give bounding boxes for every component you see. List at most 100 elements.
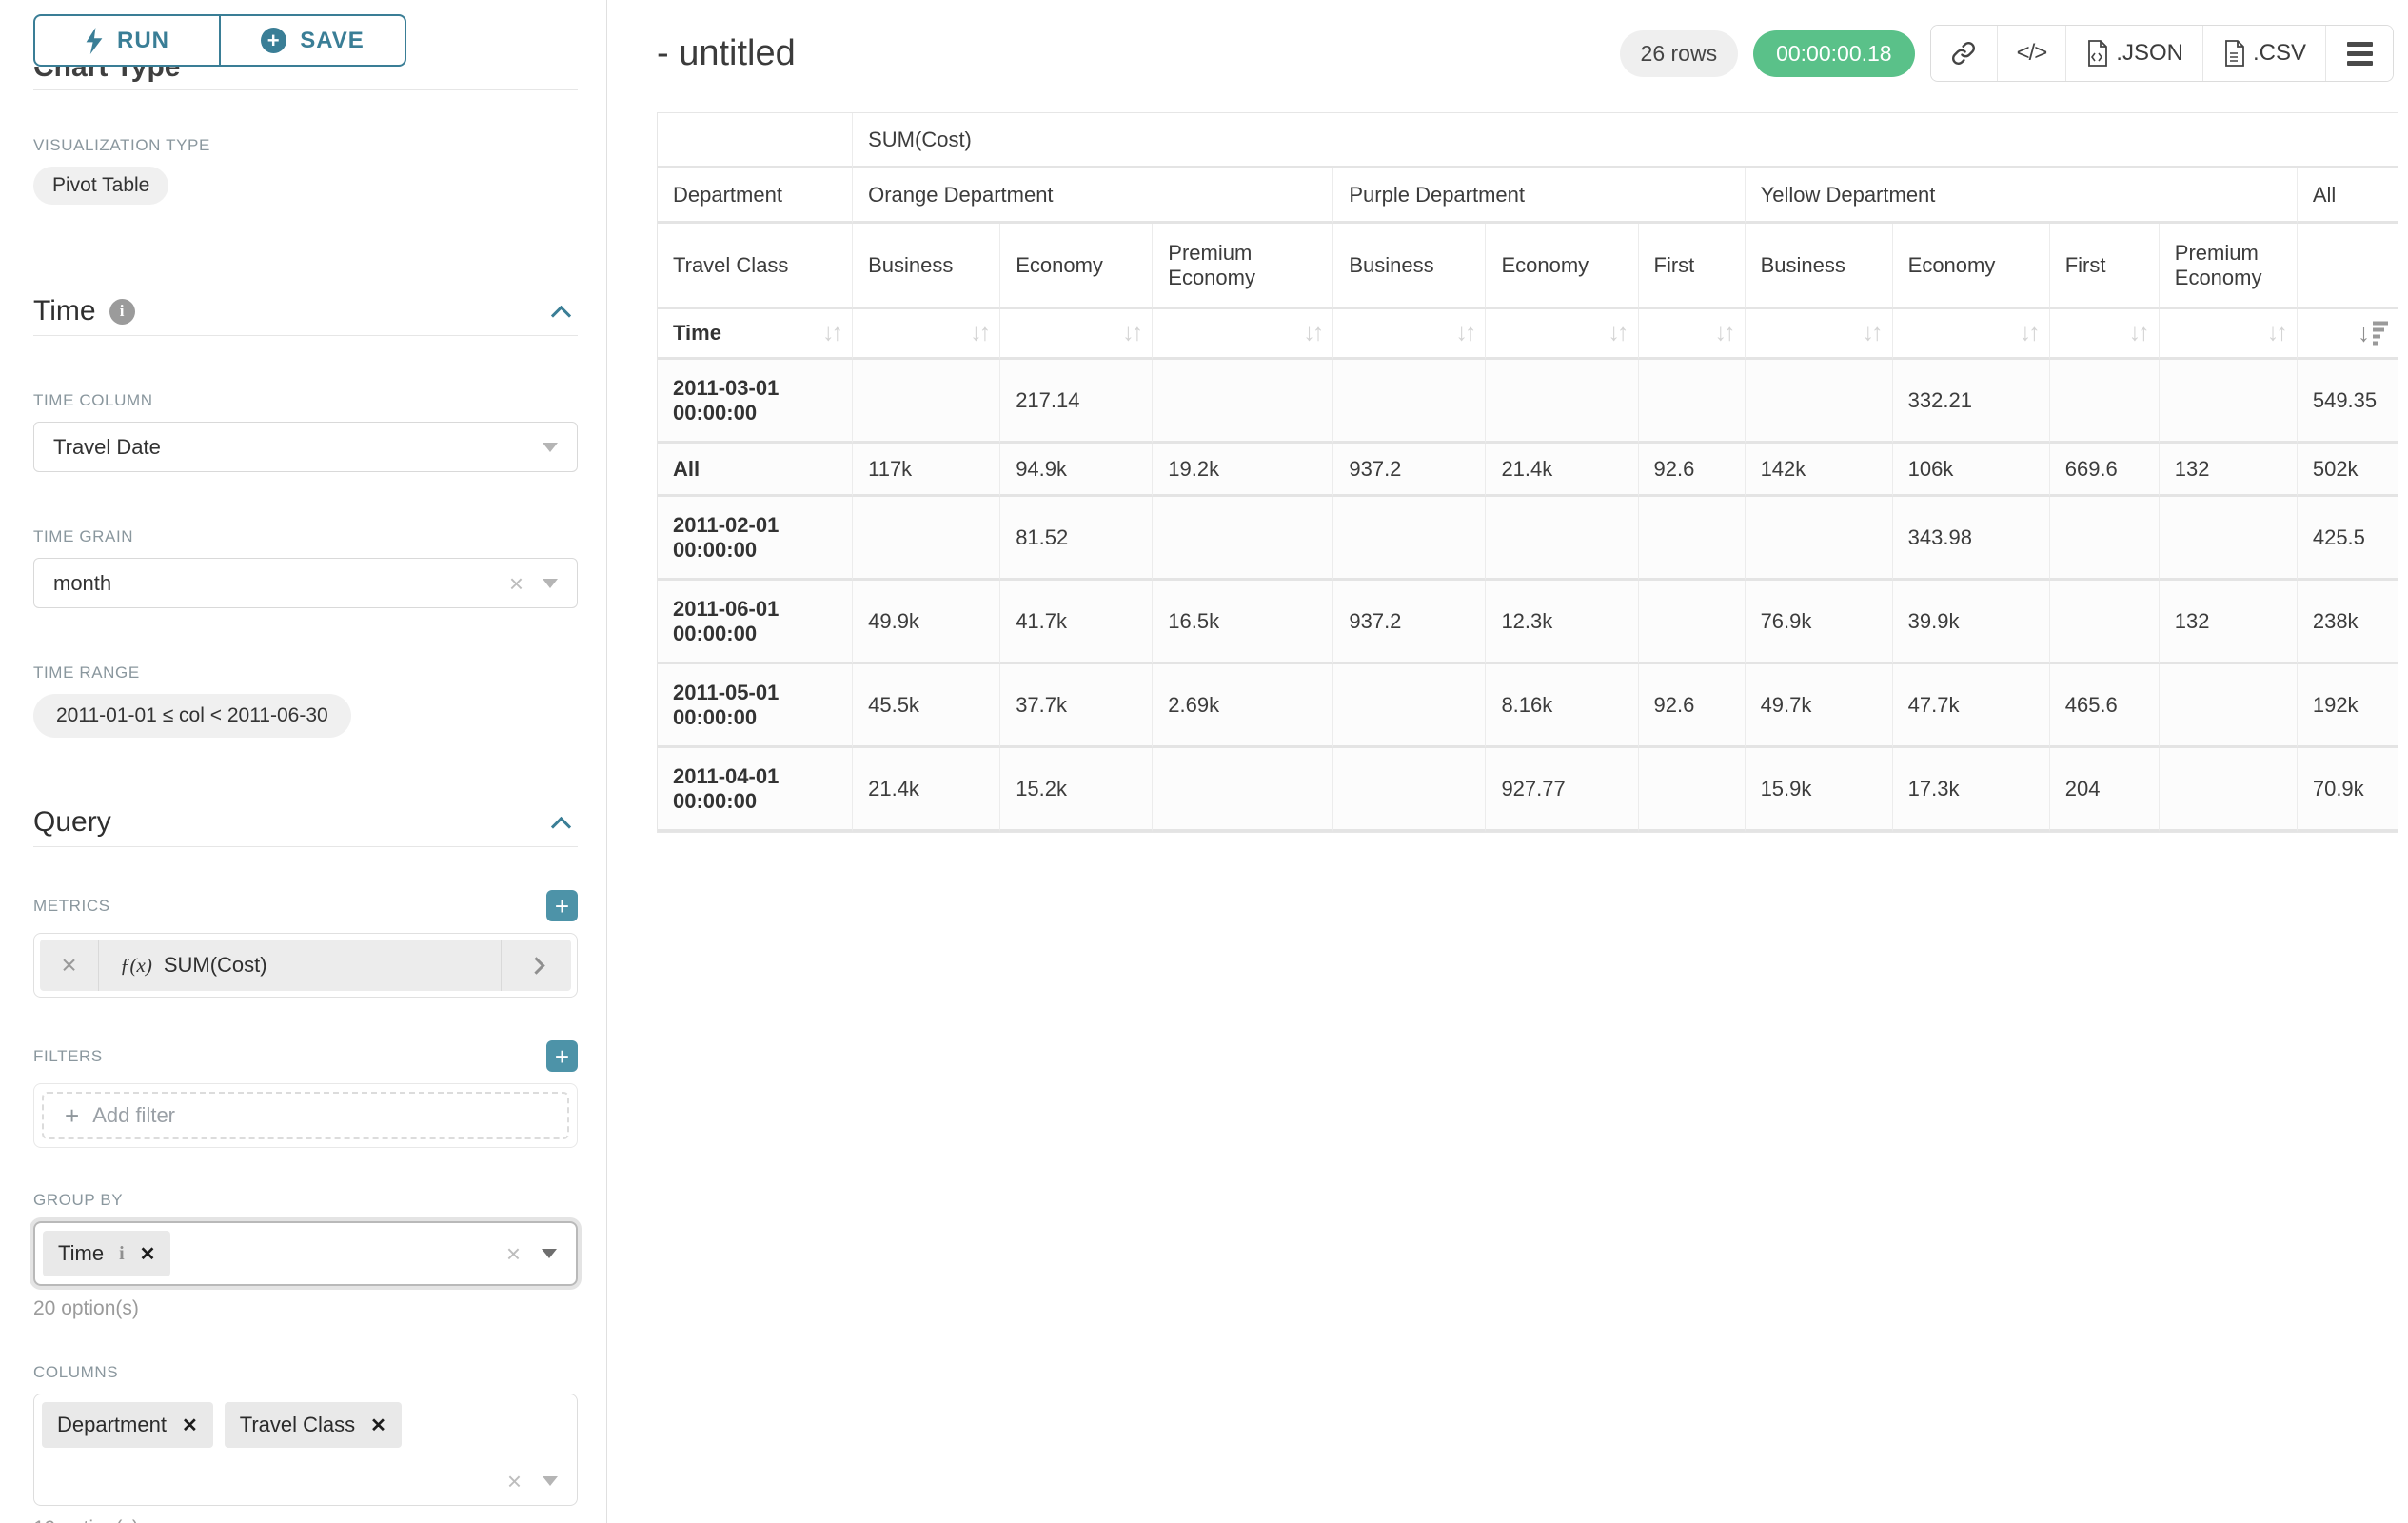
pivot-value-cell: 204 [2049, 748, 2160, 832]
sort-arrows-icon[interactable]: ↓↑ [1455, 319, 1476, 346]
sort-descending-icon[interactable]: ↓ [2358, 319, 2388, 348]
pivot-value-cell [2049, 497, 2160, 581]
columns-select[interactable]: Department ✕ Travel Class ✕ × [33, 1394, 578, 1506]
time-range-pill[interactable]: 2011-01-01 ≤ col < 2011-06-30 [33, 694, 351, 738]
sort-cell: ↓↑ [1333, 309, 1487, 360]
remove-metric-icon[interactable]: × [40, 940, 99, 991]
dimension-chip[interactable]: Department ✕ [42, 1402, 213, 1448]
group-by-select[interactable]: Time i ✕ × [33, 1221, 578, 1286]
pivot-value-cell: 19.2k [1153, 444, 1334, 497]
pivot-value-cell [1638, 581, 1746, 664]
section-divider [33, 89, 578, 90]
save-button[interactable]: + SAVE [220, 14, 406, 67]
chart-title[interactable]: - untitled [657, 32, 796, 73]
pivot-corner-cell [658, 113, 854, 168]
time-grain-select[interactable]: month × [33, 558, 578, 608]
x-icon[interactable]: × [506, 1467, 522, 1495]
sort-cell: ↓↑ [853, 309, 1001, 360]
pivot-value-cell [1333, 664, 1487, 748]
pivot-value-cell: 92.6 [1638, 444, 1746, 497]
caret-down-icon[interactable] [543, 578, 558, 588]
caret-down-icon[interactable] [543, 1476, 558, 1486]
time-column-label: TIME COLUMN [33, 391, 153, 409]
time-column-select[interactable]: Travel Date [33, 422, 578, 472]
caret-down-icon[interactable] [543, 442, 558, 452]
viz-type-pill[interactable]: Pivot Table [33, 167, 169, 205]
sort-arrows-icon[interactable]: ↓↑ [1862, 319, 1884, 346]
pivot-value-cell [1333, 497, 1487, 581]
export-csv-button[interactable]: .CSV [2202, 26, 2326, 81]
dimension-chip[interactable]: Time i ✕ [43, 1231, 171, 1276]
pivot-value-cell [1638, 360, 1746, 444]
remove-chip-icon[interactable]: ✕ [139, 1243, 156, 1265]
pivot-row: 2011-05-01 00:00:00 45.5k 37.7k 2.69k 8.16k 9… [658, 664, 2398, 748]
pivot-value-cell: 15.9k [1745, 748, 1893, 832]
sort-arrows-icon[interactable]: ↓↑ [1303, 319, 1324, 346]
chevron-up-icon[interactable] [550, 816, 572, 837]
remove-chip-icon[interactable]: ✕ [370, 1414, 386, 1436]
code-icon: </> [2016, 40, 2048, 66]
metric-name: SUM(Cost) [163, 953, 267, 977]
metric-chip[interactable]: × ƒ(x) SUM(Cost) [40, 940, 571, 991]
remove-chip-icon[interactable]: ✕ [181, 1414, 198, 1436]
pivot-value-cell: 16.5k [1153, 581, 1334, 664]
pivot-value-cell: 669.6 [2049, 444, 2160, 497]
sort-arrows-icon[interactable]: ↓↑ [1714, 319, 1736, 346]
more-menu-button[interactable] [2326, 26, 2393, 81]
sort-cell: ↓↑ [1638, 309, 1746, 360]
add-metric-button[interactable]: + [546, 890, 578, 921]
department-group-header: Orange Department [853, 168, 1334, 224]
caret-down-icon[interactable] [542, 1249, 557, 1258]
pivot-value-cell [1638, 497, 1746, 581]
copy-link-button[interactable] [1930, 26, 1998, 81]
pivot-row: 2011-03-01 00:00:00 217.14 332.21 549.35 [658, 360, 2398, 444]
pivot-row: 2011-02-01 00:00:00 81.52 343.98 425.5 [658, 497, 2398, 581]
export-json-label: .JSON [2116, 40, 2183, 66]
query-section-header: Query [33, 806, 578, 839]
export-json-button[interactable]: .JSON [2066, 26, 2203, 81]
embed-code-button[interactable]: </> [1997, 26, 2067, 81]
dimension-chip[interactable]: Travel Class ✕ [224, 1402, 402, 1448]
pivot-value-cell: 15.2k [1000, 748, 1154, 832]
metrics-label: METRICS [33, 896, 110, 915]
sort-arrows-icon[interactable]: ↓↑ [970, 319, 991, 346]
pivot-value-cell: 937.2 [1333, 581, 1487, 664]
run-button[interactable]: RUN [33, 14, 220, 67]
pivot-value-cell [1745, 497, 1893, 581]
pivot-value-cell: 502k [2297, 444, 2398, 497]
section-divider [33, 846, 578, 847]
pivot-value-cell [1638, 748, 1746, 832]
pivot-value-cell [2049, 360, 2160, 444]
sort-cell: ↓↑ [1000, 309, 1154, 360]
travel-class-header: Economy [1486, 224, 1639, 309]
sort-arrows-icon[interactable]: ↓↑ [2128, 319, 2150, 346]
sort-arrows-icon[interactable]: ↓↑ [822, 319, 843, 346]
pivot-value-cell: 217.14 [1000, 360, 1154, 444]
add-filter-dropzone[interactable]: + Add filter [42, 1092, 569, 1139]
expand-metric-button[interactable] [501, 940, 571, 991]
sort-arrows-icon[interactable]: ↓↑ [1608, 319, 1629, 346]
sort-cell: ↓↑ [1486, 309, 1639, 360]
travel-class-header: Business [853, 224, 1001, 309]
travel-class-header: Premium Economy [2159, 224, 2298, 309]
sort-cell: ↓↑ [2159, 309, 2298, 360]
pivot-value-cell: 49.7k [1745, 664, 1893, 748]
filters-control: + Add filter [33, 1083, 578, 1148]
plus-circle-icon: + [261, 28, 287, 53]
x-icon[interactable]: × [508, 568, 523, 598]
pivot-value-cell: 21.4k [853, 748, 1001, 832]
sort-arrows-icon[interactable]: ↓↑ [2266, 319, 2288, 346]
x-icon[interactable]: × [505, 1239, 521, 1268]
travel-class-header: Premium Economy [1153, 224, 1334, 309]
add-filter-button[interactable]: + [546, 1040, 578, 1072]
chevron-up-icon[interactable] [550, 305, 572, 326]
sort-arrows-icon[interactable]: ↓↑ [2019, 319, 2041, 346]
pivot-row-label: 2011-03-01 00:00:00 [658, 360, 854, 444]
panel-action-bar: RUN + SAVE [33, 0, 578, 67]
pivot-row: 2011-04-01 00:00:00 21.4k 15.2k 927.77 15.9k… [658, 748, 2398, 832]
pivot-value-cell [2159, 497, 2298, 581]
pivot-value-cell: 132 [2159, 444, 2298, 497]
travel-class-header: Economy [1892, 224, 2050, 309]
pivot-value-cell [1333, 748, 1487, 832]
sort-arrows-icon[interactable]: ↓↑ [1122, 319, 1143, 346]
